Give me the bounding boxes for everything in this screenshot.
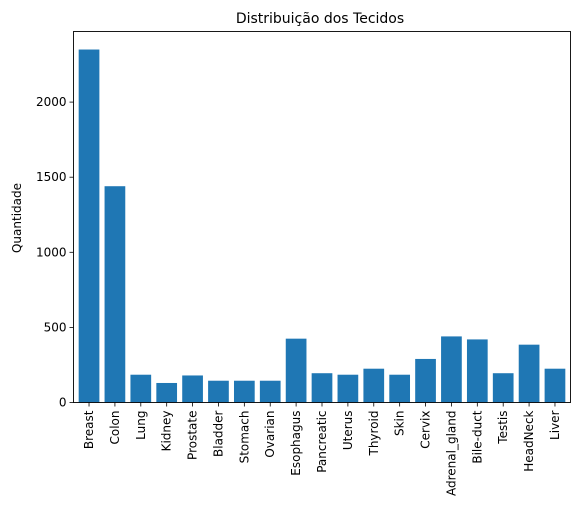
x-tick-label: Testis bbox=[496, 411, 510, 445]
x-tick-label: Kidney bbox=[160, 411, 174, 452]
bar-adrenal_gland bbox=[441, 336, 462, 403]
bars-group bbox=[78, 49, 566, 403]
x-tick-label: Bladder bbox=[211, 410, 225, 457]
chart-title: Distribuição dos Tecidos bbox=[236, 11, 404, 27]
x-tick-label: HeadNeck bbox=[522, 410, 536, 471]
x-tick-label: Liver bbox=[548, 410, 562, 440]
x-tick-label: Uterus bbox=[341, 411, 355, 451]
x-tick-label: Breast bbox=[82, 410, 96, 449]
x-tick-label: Cervix bbox=[419, 411, 433, 449]
bar-cervix bbox=[415, 358, 436, 403]
x-tick-label: Prostate bbox=[186, 411, 200, 460]
y-axis-label: Quantidade bbox=[10, 183, 24, 253]
x-tick-label: Bile-duct bbox=[470, 410, 484, 463]
bar-stomach bbox=[233, 380, 255, 403]
x-tick-label: Thyroid bbox=[367, 411, 381, 457]
y-tick-label: 2000 bbox=[36, 95, 67, 109]
bar-breast bbox=[78, 49, 100, 403]
y-tick-label: 500 bbox=[44, 320, 67, 334]
plot-frame bbox=[73, 31, 571, 403]
bar-liver bbox=[544, 368, 566, 403]
y-tick-label: 1500 bbox=[36, 170, 67, 184]
bar-prostate bbox=[182, 375, 203, 403]
x-tick-label: Skin bbox=[393, 411, 407, 437]
bar-bladder bbox=[208, 380, 229, 403]
bar-uterus bbox=[337, 374, 359, 403]
x-tick-label: Stomach bbox=[237, 411, 251, 464]
y-axis-ticks: 0 500 1000 1500 2000 bbox=[36, 95, 74, 410]
x-tick-label: Esophagus bbox=[289, 411, 303, 476]
x-tick-label: Pancreatic bbox=[315, 411, 329, 473]
bar-headneck bbox=[518, 344, 540, 403]
bar-testis bbox=[492, 373, 514, 403]
x-tick-label: Colon bbox=[108, 411, 122, 445]
y-tick-label: 0 bbox=[59, 396, 67, 410]
x-tick-label: Adrenal_gland bbox=[444, 411, 458, 497]
bar-bile-duct bbox=[466, 339, 488, 403]
bar-ovarian bbox=[259, 380, 281, 403]
y-tick-label: 1000 bbox=[36, 245, 67, 259]
x-tick-label: Ovarian bbox=[263, 411, 277, 458]
bar-esophagus bbox=[285, 338, 307, 403]
bar-kidney bbox=[156, 382, 178, 403]
x-axis-ticks: Breast Colon Lung Kidney Prostate Bladder Stom… bbox=[82, 402, 562, 497]
bar-thyroid bbox=[363, 368, 385, 403]
x-tick-label: Lung bbox=[134, 411, 148, 440]
bar-skin bbox=[389, 374, 411, 403]
bar-pancreatic bbox=[311, 373, 333, 403]
bar-colon bbox=[104, 186, 126, 403]
bar-lung bbox=[130, 374, 152, 403]
